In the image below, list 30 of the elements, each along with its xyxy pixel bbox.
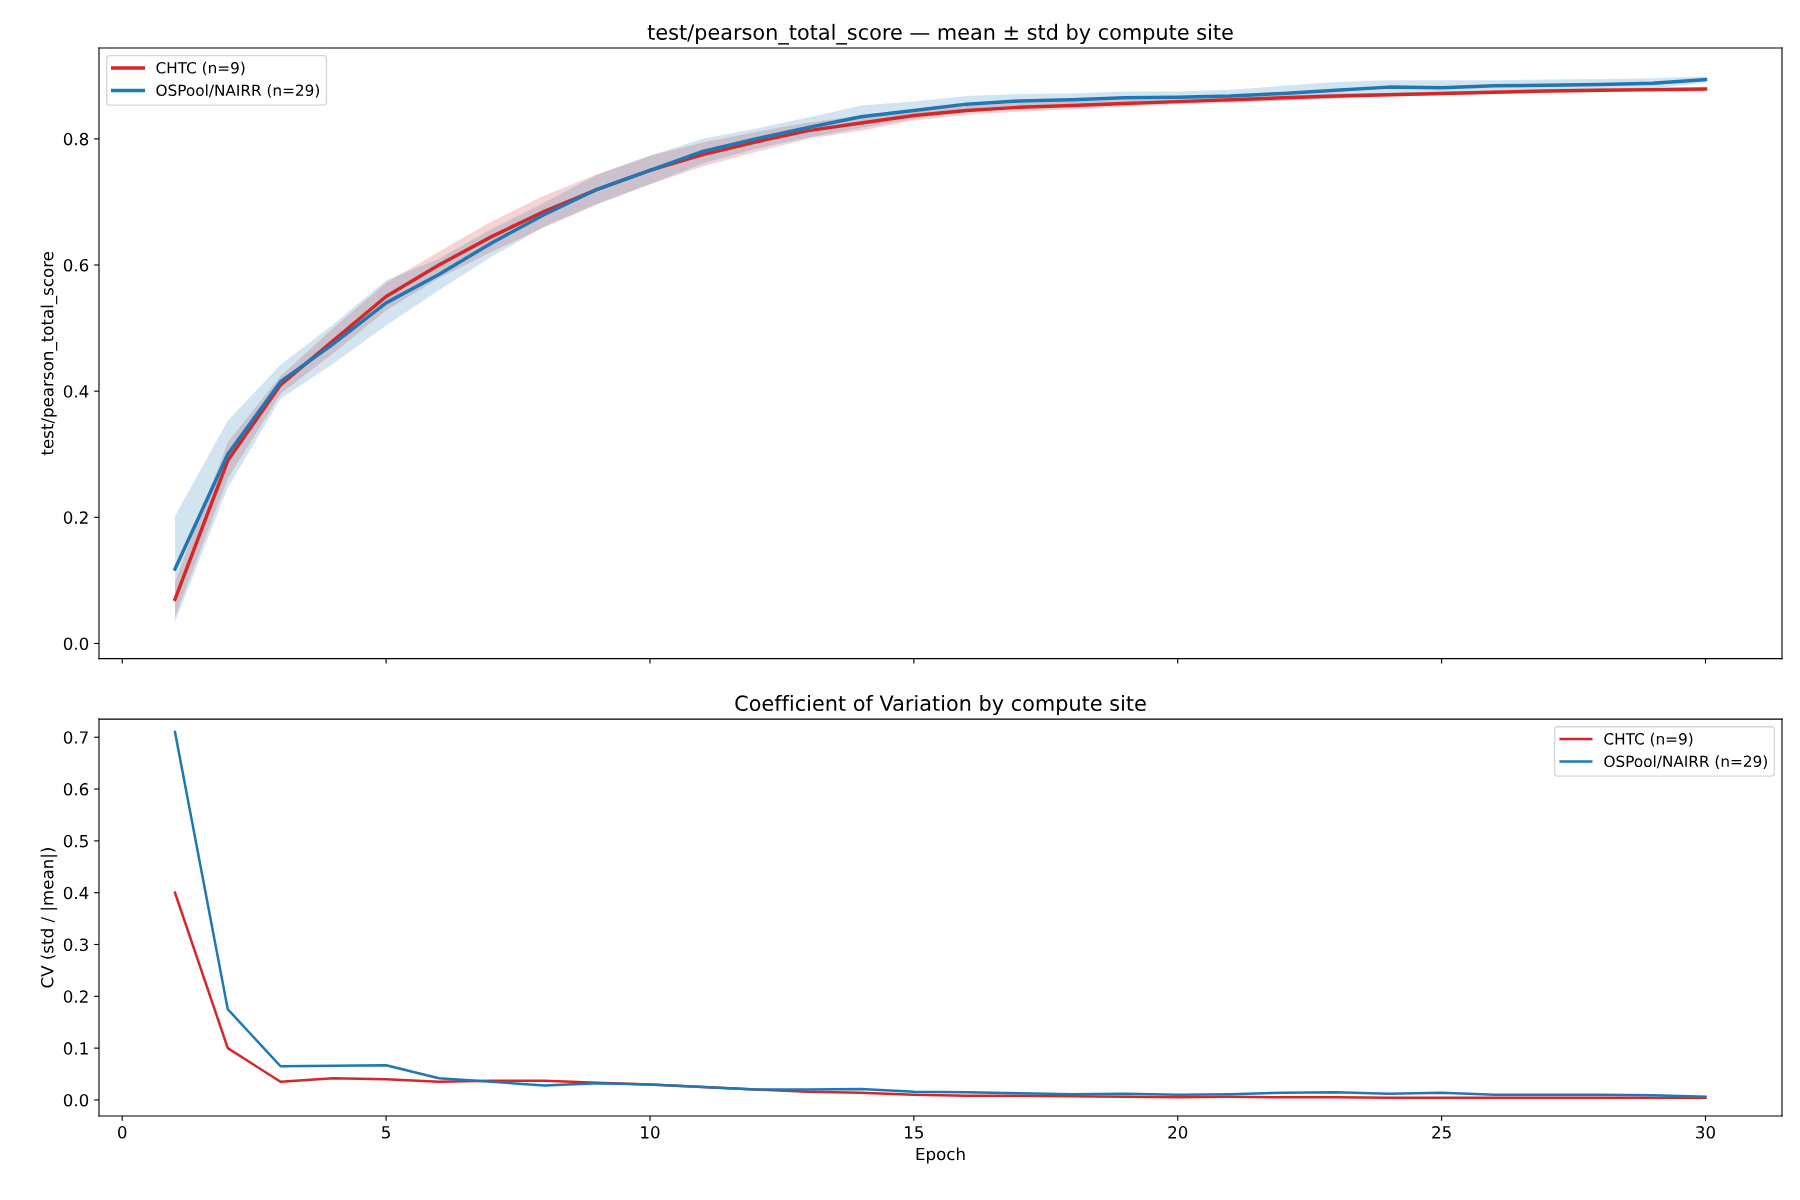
- x-tick-label: 30: [1696, 1126, 1715, 1139]
- legend-label: OSPool/NAIRR (n=29): [156, 84, 319, 98]
- y-tick-label: 0.2: [63, 990, 88, 1003]
- x-tick-label: 25: [1432, 1126, 1451, 1139]
- legend-label: CHTC (n=9): [156, 61, 245, 76]
- y-tick-label: 0.7: [63, 731, 88, 744]
- y-axis-title: CV (std / |mean|): [40, 848, 58, 988]
- y-tick-label: 0.4: [63, 886, 89, 900]
- y-tick-label: 0.4: [63, 385, 89, 398]
- x-tick-label: 10: [641, 1126, 660, 1139]
- y-tick-label: 0.5: [63, 834, 88, 848]
- x-tick-label: 5: [382, 1126, 390, 1139]
- x-axis-title: Epoch: [916, 1147, 965, 1164]
- chart-title: test/pearson_total_score — mean ± std by compute site: [647, 23, 1233, 45]
- x-tick-label: 0: [118, 1126, 127, 1139]
- y-axis-title: test/pearson_total_score: [40, 251, 58, 456]
- x-tick-label: 15: [905, 1126, 923, 1139]
- y-tick-label: 0.0: [63, 1093, 89, 1107]
- y-tick-label: 0.0: [63, 637, 89, 651]
- line-series: [173, 730, 1707, 1099]
- x-tick-label: 20: [1168, 1126, 1188, 1139]
- y-tick-label: 0.8: [63, 132, 89, 146]
- legend-label: CHTC (n=9): [1604, 732, 1693, 747]
- legend-label: OSPool/NAIRR (n=29): [1604, 755, 1767, 769]
- y-tick-label: 0.6: [63, 258, 89, 272]
- y-tick-label: 0.1: [63, 1042, 88, 1055]
- y-tick-label: 0.2: [63, 511, 88, 524]
- y-tick-label: 0.3: [63, 938, 88, 952]
- chart-title: Coefficient of Variation by compute site: [735, 694, 1146, 716]
- y-tick-label: 0.6: [63, 783, 89, 796]
